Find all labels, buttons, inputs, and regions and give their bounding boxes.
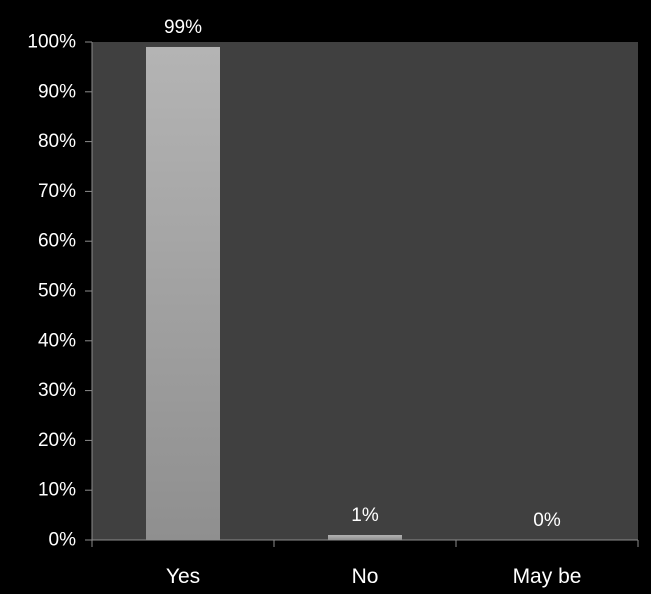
x-tick-label: No [352,565,379,588]
data-label: 0% [533,510,561,531]
y-tick-label: 90% [38,81,76,102]
x-tick-label: Yes [166,565,200,588]
y-tick-label: 70% [38,181,76,202]
y-tick-label: 100% [27,32,76,53]
y-tick-label: 10% [38,480,76,501]
y-tick-label: 20% [38,430,76,451]
data-label: 99% [164,17,202,38]
data-labels: 99% 1% 0% [164,17,561,531]
y-tick-label: 30% [38,380,76,401]
bars [146,46,402,540]
bar-no [328,535,402,540]
y-tick-label: 40% [38,330,76,351]
y-axis: 0% 10% 20% 30% 40% 50% 60% 70% 80% 90% 100% [27,32,93,551]
data-label: 1% [351,505,379,526]
y-tick-label: 50% [38,281,76,302]
y-tick-label: 0% [49,530,77,551]
y-tick-label: 80% [38,131,76,152]
y-tick-label: 60% [38,231,76,252]
bar-yes [146,46,220,540]
x-axis: Yes No May be [91,539,639,588]
x-tick-label: May be [513,565,582,588]
